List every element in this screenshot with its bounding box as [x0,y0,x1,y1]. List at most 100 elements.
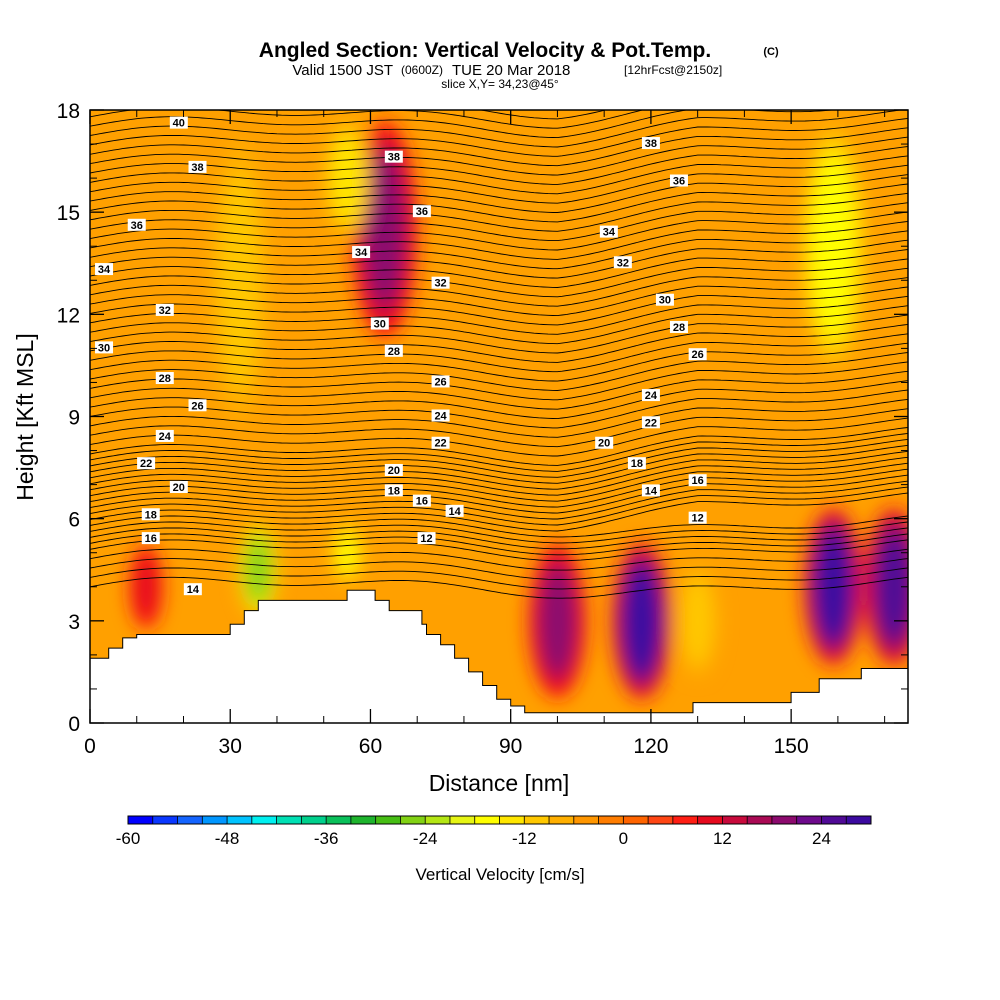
isentrope-line [90,230,908,270]
isentrope-label: 34 [599,225,618,239]
colorbar-swatch [400,816,426,824]
velocity-feature-updraft [540,565,575,677]
velocity-feature-updraft [815,531,851,643]
isentrope-line [90,295,908,335]
isentrope-line [90,323,908,363]
isentrope-label: 36 [669,174,688,188]
isentrope-label-text: 16 [416,496,428,508]
chart-title: Angled Section: Vertical Velocity & Pot.… [259,39,711,62]
isentrope-label: 14 [183,583,202,596]
isentrope-label-box [141,532,160,545]
isentrope-line [90,450,908,490]
isentrope-line [90,567,908,590]
isentrope-label: 24 [641,389,660,402]
isentrope-label: 22 [641,416,660,429]
isentrope-line [90,432,908,472]
colorbar-swatch [648,816,674,824]
isentrope-line [90,444,908,484]
isentrope-label-box [384,344,403,357]
colorbar-tick-label: -48 [215,829,240,848]
isentrope-line [90,258,908,298]
isentrope-label: 14 [641,484,660,497]
isentrope-label: 22 [431,436,450,450]
colorbar-swatch [598,816,624,824]
isentrope-label: 26 [431,375,450,388]
valid-zulu: (0600Z) [401,63,443,77]
isentrope-label-box [137,457,156,470]
isentrope-line [90,474,908,514]
isentrope-label-box [688,511,707,524]
isentrope-label-text: 34 [98,264,111,276]
isentrope-label-box [595,436,614,449]
isentrope-label: 32 [613,256,632,269]
isentrope-label-text: 14 [448,506,461,518]
isentrope-label-text: 28 [388,346,400,358]
isentrope-label-box [417,532,436,545]
isentrope-line [90,286,908,326]
isentrope-label-box [641,484,660,497]
isentrope-line [90,239,908,279]
isentrope-line [90,456,908,496]
y-tick-label: 3 [68,611,80,634]
valid-prefix: Valid 1500 JST [292,62,393,79]
isentrope-label-text: 32 [159,305,171,317]
isentrope-label-box [431,436,450,449]
colorbar-label: Vertical Velocity [cm/s] [415,865,584,884]
isentrope-label-text: 20 [598,438,610,450]
isentrope-label-box [688,474,707,487]
colorbar-tick-label: -36 [314,829,339,848]
isentrope-label: 24 [155,429,174,443]
x-tick-label: 60 [359,735,382,758]
isentrope-label-box [431,409,450,422]
isentrope-label-text: 24 [645,390,658,402]
isentrope-label-text: 38 [191,162,203,174]
isentrope-label-box [352,246,371,259]
isentrope-label: 20 [384,463,403,477]
isentrope-label-text: 20 [173,482,185,494]
isentrope-label-text: 40 [173,118,185,130]
isentrope-label-text: 26 [692,349,704,361]
isentrope-label-box [641,416,660,429]
isentrope-line [90,211,908,251]
colorbar-swatch [722,816,748,824]
isentrope-line [90,398,908,438]
colorbar-swatch [251,816,277,824]
colorbar-swatch [747,816,773,824]
velocity-feature-downdraft [332,133,362,223]
terrain [90,589,908,723]
isentrope-label-text: 30 [374,319,386,331]
isentrope-label: 12 [688,511,707,525]
colorbar-tick-label: 12 [713,829,732,848]
isentrope-line [90,249,908,288]
velocity-feature-updraft [624,565,659,677]
isentrope-line [90,389,908,429]
velocity-feature-downdraft [246,536,271,603]
isentrope-label: 38 [384,150,403,164]
colorbar-swatch [152,816,178,824]
isentrope-line [90,521,908,544]
isentrope-label-text: 28 [673,322,685,334]
isentrope-label-box [613,256,632,269]
colorbar-swatch [425,816,451,824]
y-tick-label: 0 [68,713,80,736]
isentrope-label: 30 [655,293,674,307]
isentrope-label-box [141,508,160,521]
colorbar-swatch [301,816,327,824]
colorbar-swatch [846,816,872,824]
isentrope-label-box [627,457,646,470]
colorbar-swatch [623,816,649,824]
isentrope-line [90,370,908,410]
isentrope-label-box [431,375,450,388]
isentrope-label: 16 [688,474,707,487]
isentrope-line [90,127,908,167]
isentrope-label-box [641,137,660,150]
isentrope-label-box [169,481,188,494]
isentrope-line [90,438,908,478]
isentrope-label-text: 30 [659,295,671,307]
isentrope-label-text: 34 [355,247,368,259]
x-tick-label: 0 [84,735,96,758]
colorbar-swatch [227,816,253,824]
isentrope-label: 32 [431,276,450,290]
